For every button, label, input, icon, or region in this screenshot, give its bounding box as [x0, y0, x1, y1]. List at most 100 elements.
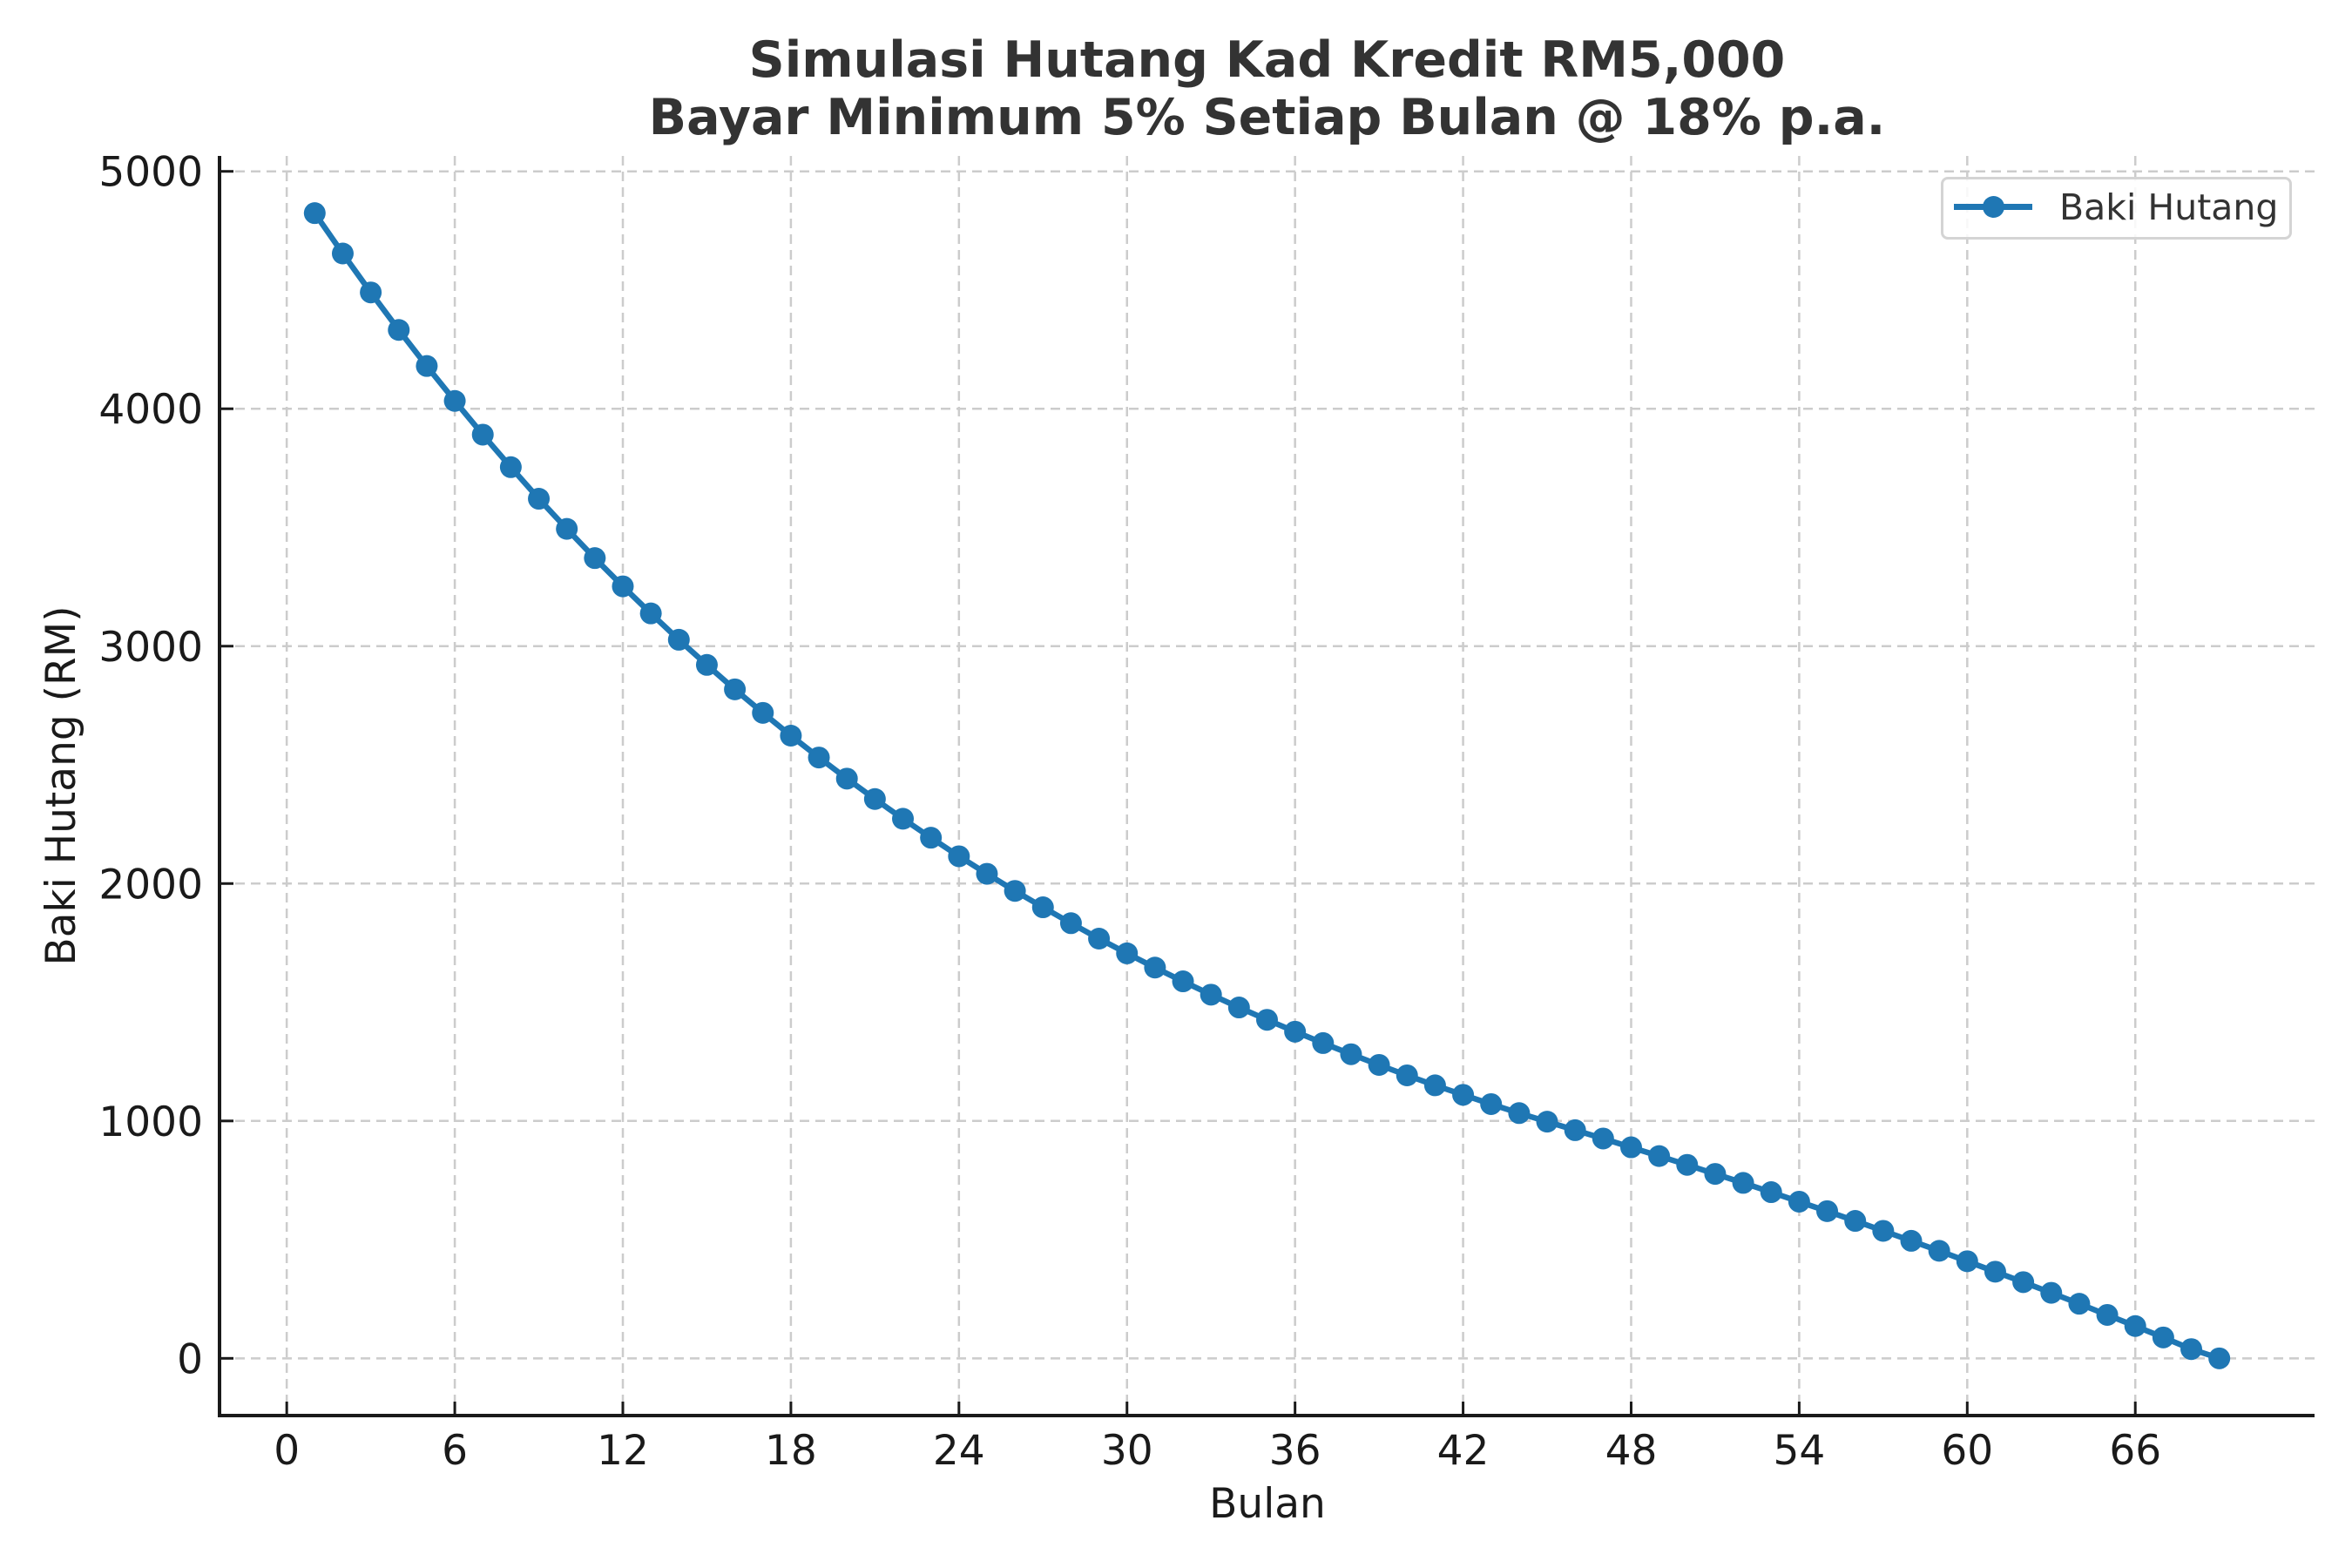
- data-point-marker: [556, 517, 578, 540]
- x-tick-label: 48: [1605, 1427, 1658, 1475]
- data-point-marker: [1676, 1153, 1699, 1176]
- data-point-marker: [1900, 1229, 1923, 1252]
- data-point-marker: [360, 281, 382, 304]
- x-tick-label: 6: [442, 1427, 468, 1475]
- data-point-marker: [1059, 912, 1082, 935]
- data-point-marker: [695, 653, 718, 676]
- data-point-marker: [1788, 1190, 1810, 1213]
- data-point-marker: [1423, 1074, 1446, 1097]
- data-point-marker: [1564, 1119, 1586, 1141]
- data-point-marker: [528, 488, 551, 510]
- chart-title-line-2: Bayar Minimum 5% Setiap Bulan @ 18% p.a.: [648, 89, 1886, 146]
- data-point-marker: [639, 602, 662, 625]
- data-point-marker: [1368, 1053, 1390, 1076]
- data-point-marker: [2180, 1338, 2203, 1361]
- x-tick-label: 66: [2109, 1427, 2161, 1475]
- data-point-marker: [1200, 983, 1222, 1006]
- data-point-marker: [667, 628, 690, 651]
- data-point-marker: [1088, 928, 1111, 950]
- data-point-marker: [1227, 997, 1250, 1019]
- data-point-marker: [1536, 1111, 1558, 1133]
- data-point-marker: [2124, 1315, 2146, 1337]
- y-tick-label: 2000: [98, 861, 203, 909]
- data-point-marker: [835, 767, 858, 790]
- data-point-marker: [1760, 1181, 1782, 1204]
- data-point-marker: [1031, 896, 1054, 919]
- data-point-marker: [1704, 1163, 1727, 1186]
- data-point-marker: [1004, 880, 1026, 902]
- y-tick-label: 4000: [98, 386, 203, 434]
- data-point-marker: [1256, 1009, 1278, 1031]
- legend-label: Baki Hutang: [2059, 186, 2279, 228]
- series-line: [312, 211, 2220, 1362]
- x-axis-label: Bulan: [1209, 1480, 1326, 1528]
- data-point-marker: [920, 827, 943, 849]
- y-tick-label: 5000: [98, 149, 203, 197]
- data-point-marker: [1284, 1020, 1307, 1043]
- grid-lines: [220, 156, 2315, 1416]
- data-point-marker: [2068, 1293, 2091, 1315]
- y-tick-label: 0: [177, 1335, 203, 1383]
- data-point-marker: [303, 202, 326, 225]
- data-point-marker: [1508, 1102, 1531, 1125]
- data-point-marker: [1340, 1043, 1362, 1065]
- data-point-marker: [1116, 942, 1139, 964]
- x-tick-label: 30: [1101, 1427, 1153, 1475]
- legend-circle-marker-icon: [1983, 196, 2004, 218]
- data-point-marker: [1956, 1250, 1978, 1273]
- legend: Baki Hutang: [1941, 177, 2292, 240]
- data-point-marker: [331, 242, 354, 265]
- data-point-marker: [471, 423, 494, 446]
- x-tick-label: 36: [1269, 1427, 1321, 1475]
- data-point-marker: [1172, 970, 1194, 993]
- data-point-marker: [1452, 1084, 1475, 1106]
- data-point-marker: [416, 355, 438, 377]
- data-point-marker: [808, 747, 830, 769]
- series-baki-hutang: [303, 202, 2231, 1369]
- x-tick-label: 18: [765, 1427, 817, 1475]
- axes: 0 6 12 18 24 30 36 42 48 54 60 66 0 1000 2000 3000 4000 5…: [98, 149, 2315, 1475]
- data-point-marker: [863, 787, 886, 810]
- x-tick-label: 24: [933, 1427, 985, 1475]
- data-point-marker: [499, 456, 522, 478]
- x-tick-label: 42: [1437, 1427, 1490, 1475]
- x-tick-label: 60: [1941, 1427, 1993, 1475]
- data-point-marker: [2152, 1326, 2174, 1348]
- data-point-marker: [1619, 1136, 1642, 1159]
- data-point-marker: [1732, 1172, 1754, 1194]
- data-point-marker: [443, 389, 466, 412]
- data-point-marker: [1480, 1092, 1503, 1115]
- data-point-marker: [1144, 956, 1166, 979]
- y-tick-label: 1000: [98, 1098, 203, 1146]
- data-point-marker: [752, 701, 774, 724]
- data-point-marker: [724, 678, 747, 700]
- data-point-marker: [892, 808, 915, 830]
- data-point-marker: [2040, 1281, 2063, 1304]
- data-point-marker: [1816, 1200, 1839, 1222]
- data-point-marker: [1928, 1240, 1950, 1262]
- data-point-marker: [1396, 1064, 1418, 1086]
- data-point-marker: [1312, 1031, 1335, 1054]
- data-point-marker: [1872, 1220, 1895, 1242]
- data-point-marker: [584, 547, 606, 570]
- data-point-marker: [948, 845, 970, 868]
- data-point-marker: [1648, 1145, 1671, 1167]
- data-point-marker: [1844, 1210, 1867, 1233]
- y-tick-label: 3000: [98, 624, 203, 672]
- x-tick-label: 12: [597, 1427, 649, 1475]
- data-point-marker: [976, 862, 998, 885]
- x-tick-label: 0: [274, 1427, 300, 1475]
- data-point-marker: [612, 575, 634, 598]
- y-axis-label: Baki Hutang (RM): [37, 605, 85, 965]
- data-point-marker: [780, 724, 802, 747]
- data-point-marker: [1592, 1127, 1614, 1150]
- x-tick-label: 54: [1773, 1427, 1825, 1475]
- data-point-marker: [388, 319, 410, 341]
- data-point-marker: [2096, 1303, 2119, 1326]
- data-point-marker: [1984, 1260, 2006, 1283]
- data-point-marker: [2208, 1347, 2231, 1369]
- chart-title-line-1: Simulasi Hutang Kad Kredit RM5,000: [748, 31, 1786, 89]
- data-point-marker: [2012, 1271, 2035, 1294]
